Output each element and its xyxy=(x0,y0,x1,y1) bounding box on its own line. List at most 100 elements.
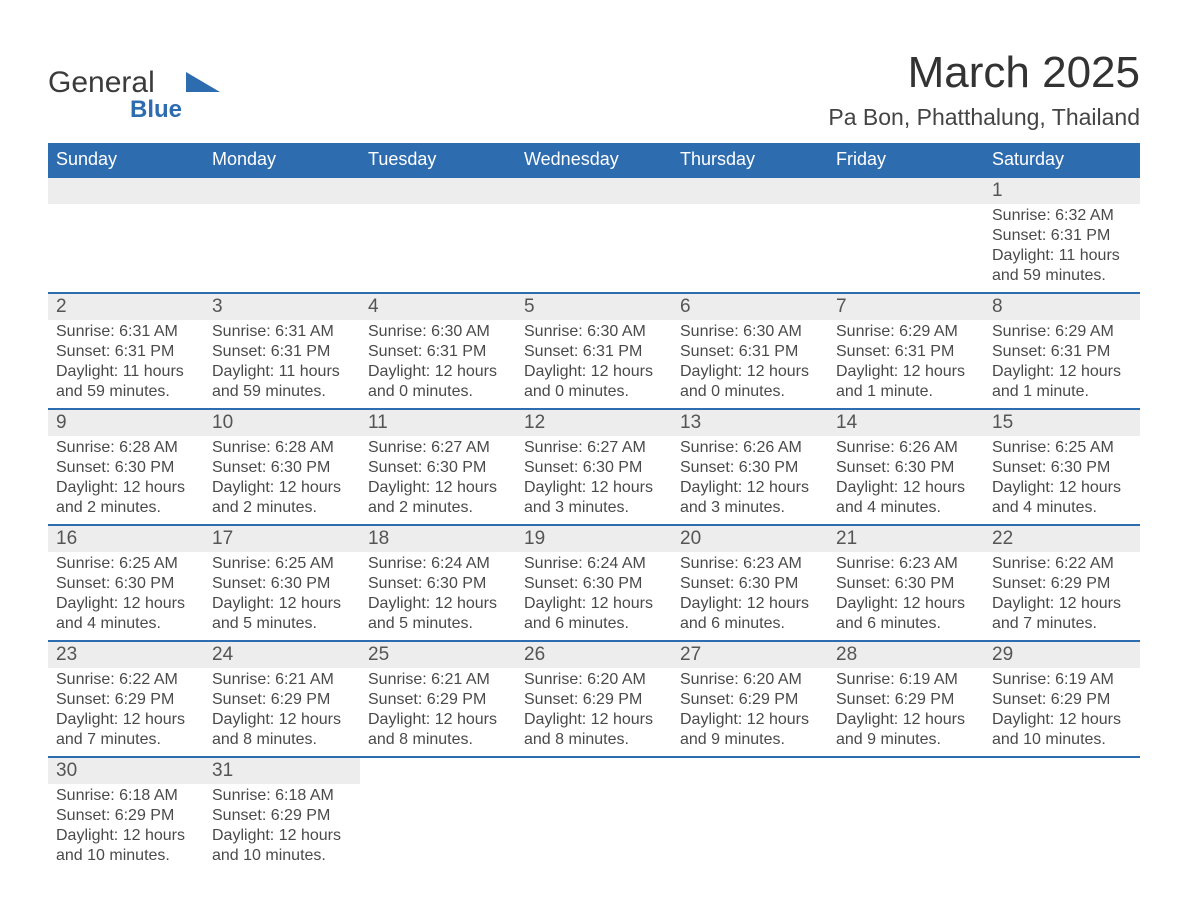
day-sunrise: Sunrise: 6:30 AM xyxy=(524,322,664,342)
weekday-header: Saturday xyxy=(984,143,1140,178)
calendar-daynum-cell: 1 xyxy=(984,178,1140,204)
calendar-daynum-cell xyxy=(672,757,828,784)
calendar-daynum-cell: 11 xyxy=(360,409,516,436)
day-number: 7 xyxy=(828,294,984,320)
page-header: General Blue March 2025 Pa Bon, Phatthal… xyxy=(48,48,1140,131)
day-sunrise: Sunrise: 6:20 AM xyxy=(680,670,820,690)
calendar-day-cell: Sunrise: 6:25 AMSunset: 6:30 PMDaylight:… xyxy=(204,552,360,641)
calendar-daynum-cell: 23 xyxy=(48,641,204,668)
day-number: 28 xyxy=(828,642,984,668)
day-number: 22 xyxy=(984,526,1140,552)
day-sunset: Sunset: 6:31 PM xyxy=(524,342,664,362)
calendar-day-cell: Sunrise: 6:18 AMSunset: 6:29 PMDaylight:… xyxy=(48,784,204,872)
day-sunrise: Sunrise: 6:21 AM xyxy=(368,670,508,690)
calendar-day-cell: Sunrise: 6:28 AMSunset: 6:30 PMDaylight:… xyxy=(48,436,204,525)
calendar-daynum-cell xyxy=(360,757,516,784)
day-sunrise: Sunrise: 6:25 AM xyxy=(212,554,352,574)
logo-triangle-icon xyxy=(186,68,220,96)
calendar-day-cell: Sunrise: 6:19 AMSunset: 6:29 PMDaylight:… xyxy=(828,668,984,757)
calendar-daynum-cell: 28 xyxy=(828,641,984,668)
day-sunrise: Sunrise: 6:27 AM xyxy=(524,438,664,458)
day-sunset: Sunset: 6:29 PM xyxy=(212,806,352,826)
day-number: 19 xyxy=(516,526,672,552)
day-number: 18 xyxy=(360,526,516,552)
day-number: 6 xyxy=(672,294,828,320)
day-daylight: Daylight: 12 hours and 4 minutes. xyxy=(56,594,196,634)
day-sunrise: Sunrise: 6:22 AM xyxy=(992,554,1132,574)
day-daylight: Daylight: 12 hours and 9 minutes. xyxy=(680,710,820,750)
calendar-daynum-cell: 4 xyxy=(360,293,516,320)
day-sunset: Sunset: 6:30 PM xyxy=(368,574,508,594)
calendar-daynum-cell: 21 xyxy=(828,525,984,552)
day-sunrise: Sunrise: 6:26 AM xyxy=(836,438,976,458)
calendar-daynum-cell xyxy=(516,757,672,784)
day-sunrise: Sunrise: 6:29 AM xyxy=(836,322,976,342)
weekday-header: Sunday xyxy=(48,143,204,178)
day-sunset: Sunset: 6:30 PM xyxy=(836,458,976,478)
day-number: 17 xyxy=(204,526,360,552)
day-daylight: Daylight: 12 hours and 6 minutes. xyxy=(524,594,664,634)
day-daylight: Daylight: 12 hours and 8 minutes. xyxy=(524,710,664,750)
day-daylight: Daylight: 12 hours and 10 minutes. xyxy=(56,826,196,866)
logo-text-sub: Blue xyxy=(48,98,182,122)
calendar-day-cell: Sunrise: 6:28 AMSunset: 6:30 PMDaylight:… xyxy=(204,436,360,525)
day-sunrise: Sunrise: 6:18 AM xyxy=(212,786,352,806)
calendar-daynum-cell: 22 xyxy=(984,525,1140,552)
calendar-daynum-cell: 20 xyxy=(672,525,828,552)
day-number: 11 xyxy=(360,410,516,436)
day-sunrise: Sunrise: 6:27 AM xyxy=(368,438,508,458)
day-sunrise: Sunrise: 6:20 AM xyxy=(524,670,664,690)
calendar-day-cell: Sunrise: 6:20 AMSunset: 6:29 PMDaylight:… xyxy=(516,668,672,757)
calendar-daynum-cell xyxy=(672,178,828,204)
day-sunrise: Sunrise: 6:19 AM xyxy=(836,670,976,690)
day-sunset: Sunset: 6:31 PM xyxy=(680,342,820,362)
calendar-header-row: SundayMondayTuesdayWednesdayThursdayFrid… xyxy=(48,143,1140,178)
day-sunset: Sunset: 6:30 PM xyxy=(836,574,976,594)
day-daylight: Daylight: 12 hours and 0 minutes. xyxy=(680,362,820,402)
day-number: 25 xyxy=(360,642,516,668)
day-number: 21 xyxy=(828,526,984,552)
calendar-day-cell: Sunrise: 6:22 AMSunset: 6:29 PMDaylight:… xyxy=(48,668,204,757)
day-sunrise: Sunrise: 6:23 AM xyxy=(680,554,820,574)
day-number: 24 xyxy=(204,642,360,668)
day-sunrise: Sunrise: 6:25 AM xyxy=(56,554,196,574)
day-sunset: Sunset: 6:29 PM xyxy=(524,690,664,710)
day-sunrise: Sunrise: 6:31 AM xyxy=(56,322,196,342)
month-title: March 2025 xyxy=(828,48,1140,98)
day-sunset: Sunset: 6:30 PM xyxy=(212,574,352,594)
calendar-daynum-cell xyxy=(360,178,516,204)
day-sunrise: Sunrise: 6:18 AM xyxy=(56,786,196,806)
day-sunset: Sunset: 6:30 PM xyxy=(524,574,664,594)
day-sunrise: Sunrise: 6:21 AM xyxy=(212,670,352,690)
calendar-daynum-cell: 12 xyxy=(516,409,672,436)
day-sunset: Sunset: 6:31 PM xyxy=(212,342,352,362)
calendar-day-cell: Sunrise: 6:26 AMSunset: 6:30 PMDaylight:… xyxy=(828,436,984,525)
day-sunset: Sunset: 6:29 PM xyxy=(992,574,1132,594)
calendar-daynum-cell: 14 xyxy=(828,409,984,436)
calendar-daynum-cell: 9 xyxy=(48,409,204,436)
day-sunset: Sunset: 6:29 PM xyxy=(836,690,976,710)
day-sunset: Sunset: 6:29 PM xyxy=(212,690,352,710)
day-sunrise: Sunrise: 6:23 AM xyxy=(836,554,976,574)
day-number: 1 xyxy=(984,178,1140,204)
weekday-header: Monday xyxy=(204,143,360,178)
day-sunset: Sunset: 6:31 PM xyxy=(992,226,1132,246)
calendar-day-cell: Sunrise: 6:24 AMSunset: 6:30 PMDaylight:… xyxy=(360,552,516,641)
day-daylight: Daylight: 12 hours and 2 minutes. xyxy=(368,478,508,518)
calendar-daynum-cell xyxy=(516,178,672,204)
calendar-daynum-cell: 19 xyxy=(516,525,672,552)
calendar-day-cell xyxy=(360,784,516,872)
calendar-daynum-cell: 29 xyxy=(984,641,1140,668)
day-number: 14 xyxy=(828,410,984,436)
day-sunrise: Sunrise: 6:31 AM xyxy=(212,322,352,342)
calendar-day-cell: Sunrise: 6:31 AMSunset: 6:31 PMDaylight:… xyxy=(204,320,360,409)
day-sunrise: Sunrise: 6:28 AM xyxy=(212,438,352,458)
day-sunrise: Sunrise: 6:19 AM xyxy=(992,670,1132,690)
day-sunset: Sunset: 6:30 PM xyxy=(680,458,820,478)
day-daylight: Daylight: 12 hours and 1 minute. xyxy=(836,362,976,402)
calendar-day-cell: Sunrise: 6:29 AMSunset: 6:31 PMDaylight:… xyxy=(984,320,1140,409)
title-block: March 2025 Pa Bon, Phatthalung, Thailand xyxy=(828,48,1140,131)
calendar-day-cell xyxy=(48,204,204,293)
calendar-daynum-cell xyxy=(828,757,984,784)
calendar-day-cell: Sunrise: 6:21 AMSunset: 6:29 PMDaylight:… xyxy=(360,668,516,757)
